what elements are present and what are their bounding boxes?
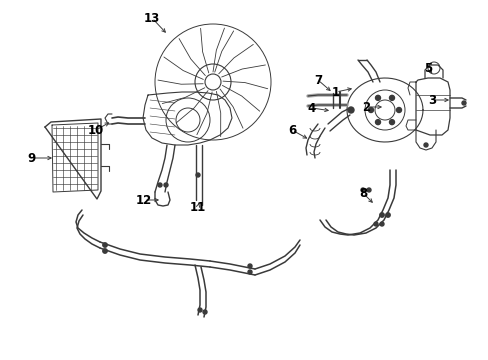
Circle shape (389, 95, 394, 100)
Circle shape (375, 95, 380, 100)
Text: 11: 11 (189, 201, 206, 213)
Circle shape (158, 183, 162, 187)
Circle shape (247, 264, 251, 268)
Circle shape (375, 120, 380, 125)
Text: 4: 4 (307, 102, 315, 114)
Circle shape (196, 173, 200, 177)
Text: 9: 9 (28, 152, 36, 165)
Circle shape (366, 188, 370, 192)
Circle shape (396, 108, 401, 113)
Circle shape (347, 107, 353, 113)
Text: 13: 13 (143, 12, 160, 24)
Circle shape (163, 183, 168, 187)
Circle shape (102, 249, 107, 253)
Text: 5: 5 (423, 62, 431, 75)
Text: 8: 8 (358, 186, 366, 199)
Circle shape (102, 243, 107, 247)
Circle shape (198, 308, 202, 312)
Circle shape (461, 101, 465, 105)
Circle shape (379, 222, 383, 226)
Circle shape (360, 188, 364, 192)
Circle shape (389, 120, 394, 125)
Text: 2: 2 (361, 100, 369, 113)
Circle shape (423, 143, 427, 147)
Circle shape (385, 213, 389, 217)
Text: 10: 10 (88, 123, 104, 136)
Circle shape (379, 213, 384, 217)
Text: 1: 1 (331, 86, 339, 99)
Text: 3: 3 (427, 94, 435, 107)
Circle shape (203, 310, 206, 314)
Text: 7: 7 (313, 73, 322, 86)
Circle shape (368, 108, 373, 113)
Circle shape (373, 222, 377, 226)
Text: 6: 6 (287, 123, 296, 136)
Circle shape (247, 270, 251, 274)
Text: 12: 12 (136, 194, 152, 207)
